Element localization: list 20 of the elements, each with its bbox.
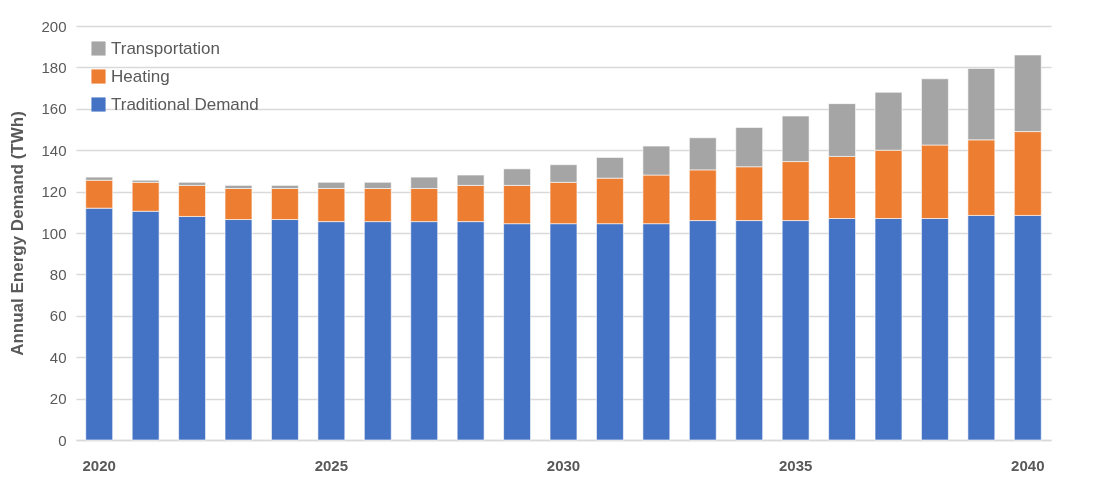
x-tick-label: 2040 <box>1011 456 1045 474</box>
y-tick-label: 20 <box>49 390 67 408</box>
y-tick-label: 120 <box>41 183 67 201</box>
y-tick-label: 180 <box>41 58 67 76</box>
y-tick-label: 160 <box>41 100 67 118</box>
y-tick-label: 200 <box>41 17 67 35</box>
y-tick-label: 60 <box>49 307 67 325</box>
x-tick-label: 2035 <box>778 456 813 474</box>
legend-label: Traditional Demand <box>111 94 259 114</box>
y-axis-title: Annual Energy Demand (TWh) <box>8 111 28 356</box>
y-tick-label: 40 <box>49 348 67 366</box>
y-tick-label: 140 <box>41 141 67 159</box>
y-tick-label: 80 <box>49 265 67 283</box>
y-tick-label: 100 <box>41 224 67 242</box>
y-tick-label: 0 <box>58 431 67 449</box>
x-tick-label: 2020 <box>82 456 116 474</box>
x-tick-label: 2030 <box>546 456 581 474</box>
x-tick-label: 2025 <box>314 456 349 474</box>
legend-label: Transportation <box>111 38 220 58</box>
legend-label: Heating <box>111 66 170 86</box>
